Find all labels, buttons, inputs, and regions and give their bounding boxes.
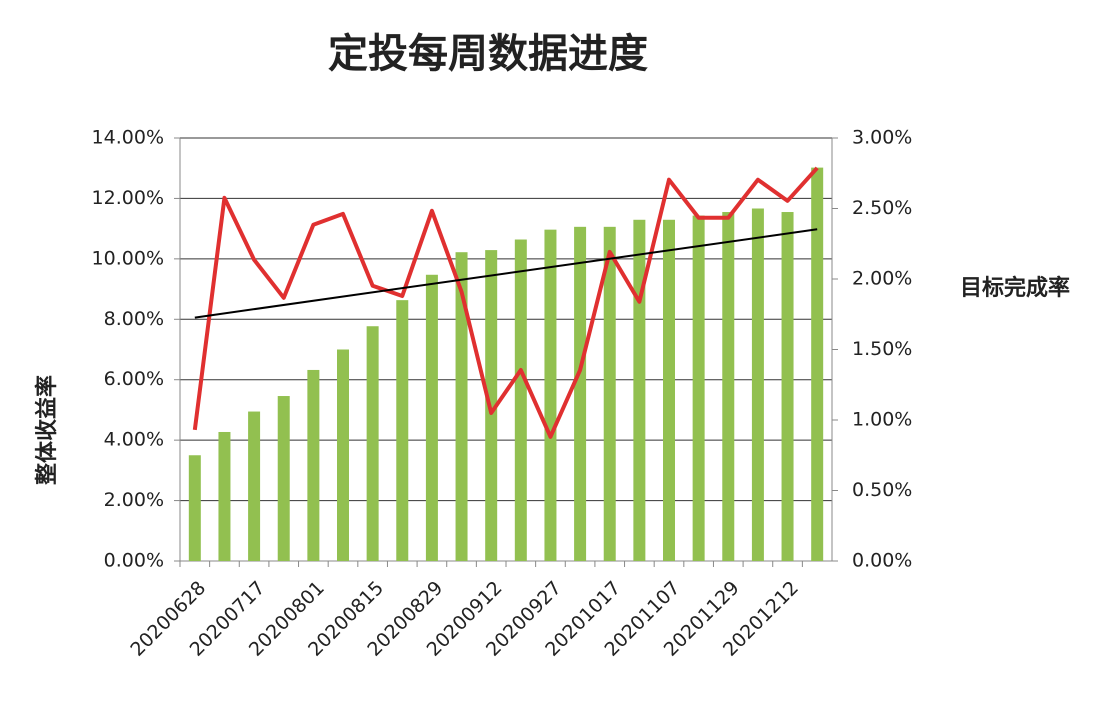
y-tick-label: 0.00% — [104, 550, 164, 572]
y2-axis-title: 目标完成率 — [960, 275, 1070, 301]
line — [192, 166, 819, 439]
bar — [218, 431, 231, 561]
bar — [307, 369, 320, 561]
y-tick-label: 2.00% — [104, 489, 164, 511]
bar — [633, 219, 646, 561]
bar — [663, 219, 675, 561]
chart-title: 定投每周数据进度 — [328, 31, 648, 77]
bar — [692, 215, 705, 562]
y-axis-title: 整体收益率 — [34, 375, 60, 485]
y-tick-label: 12.00% — [92, 187, 164, 209]
bar — [514, 239, 527, 561]
y-tick-label: 14.00% — [92, 127, 164, 149]
bar — [544, 229, 557, 561]
bar — [188, 455, 201, 561]
bar — [811, 167, 824, 562]
y2-tick-label: 3.00% — [852, 127, 912, 149]
y-tick-label: 6.00% — [104, 368, 164, 390]
y2-tick-label: 1.50% — [852, 338, 912, 360]
bar — [574, 226, 587, 561]
bar — [603, 226, 616, 561]
y2-tick-label: 2.00% — [852, 268, 912, 290]
bar — [366, 326, 379, 561]
y-tick-label: 8.00% — [104, 308, 164, 330]
bar — [751, 208, 764, 561]
y2-tick-label: 1.00% — [852, 409, 912, 431]
y-tick-label: 4.00% — [104, 429, 164, 451]
bar — [722, 212, 735, 561]
bar — [425, 274, 438, 561]
y2-tick-label: 0.00% — [852, 550, 912, 572]
trend-line — [194, 228, 818, 319]
y-tick-label: 10.00% — [92, 247, 164, 269]
y2-tick-label: 0.50% — [852, 479, 912, 501]
bar — [781, 212, 794, 561]
y2-tick-label: 2.50% — [852, 197, 912, 219]
bar — [248, 411, 261, 561]
bar — [455, 252, 468, 561]
bar — [396, 300, 409, 561]
bar — [277, 396, 290, 561]
bar — [337, 349, 349, 561]
